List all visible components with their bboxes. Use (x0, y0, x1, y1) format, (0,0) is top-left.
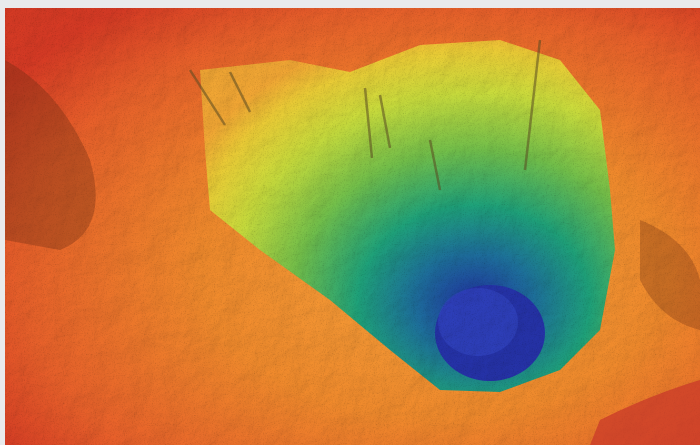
point-noise (5, 8, 700, 445)
vegetation-lines (188, 39, 542, 191)
red-ridge (590, 380, 700, 445)
image-frame (5, 8, 700, 445)
dark-patch (5, 60, 96, 250)
dark-patch (640, 220, 700, 330)
